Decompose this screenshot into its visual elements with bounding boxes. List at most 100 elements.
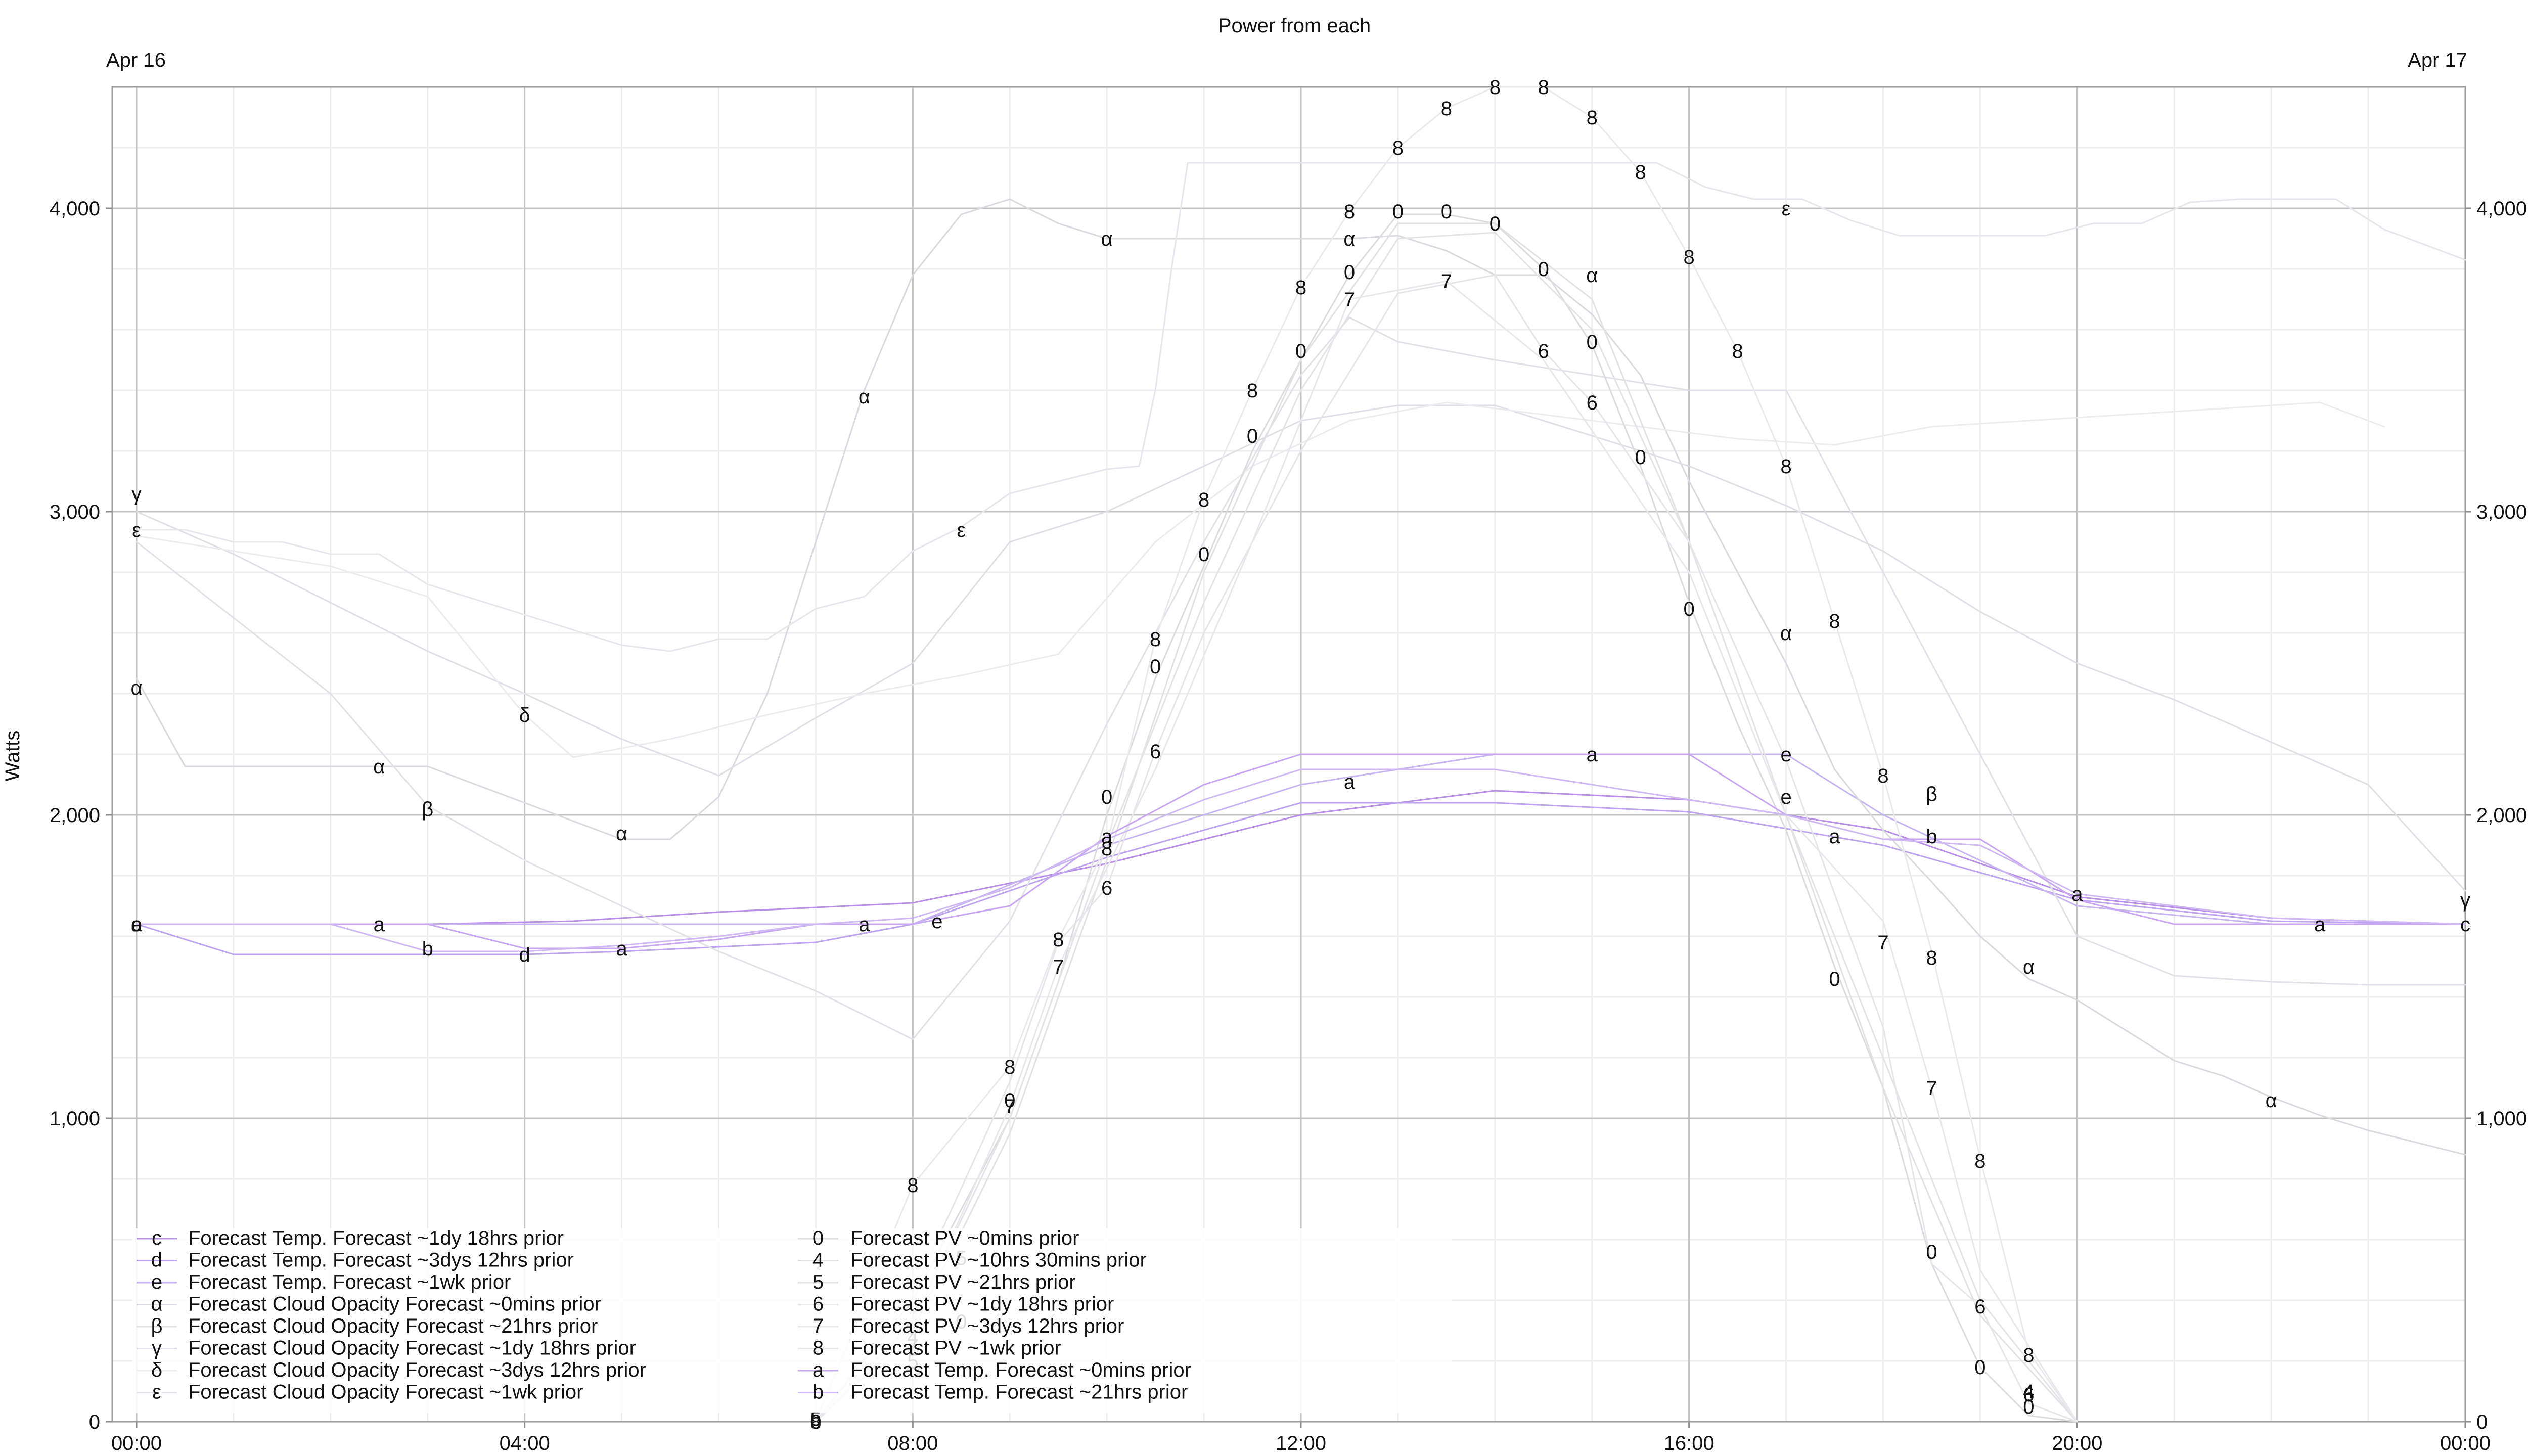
series-point-label: 0 [1247,425,1258,447]
right-y-tick-label: 4,000 [2476,198,2527,220]
left-y-tick-label: 1,000 [50,1108,100,1130]
series-line-14 [815,86,2078,1423]
legend-marker: e [151,1271,162,1293]
series-point-label: 8 [1247,380,1258,402]
legend-label: Forecast Cloud Opacity Forecast ~1dy 18h… [188,1337,636,1359]
legend: c Forecast Temp. Forecast ~1dy 18hrs prio… [132,1227,1452,1413]
series-line-15 [136,753,2466,949]
legend-marker: 5 [812,1271,824,1293]
series-point-label: 8 [1635,161,1646,184]
series-line-12 [815,274,2078,1423]
left-y-tick-label: 3,000 [50,501,100,523]
left-y-axis-title: Watts [2,731,24,782]
series-point-label: α [859,386,870,408]
legend-label: Forecast Cloud Opacity Forecast ~3dys 12… [188,1359,646,1381]
x-tick-label: 20:00 [2052,1432,2102,1454]
x-tick-label: 00:00 [111,1432,162,1454]
legend-label: Forecast PV ~10hrs 30mins prior [850,1249,1147,1271]
series-point-label: 0 [1295,340,1306,362]
series-point-label: 6 [1587,392,1598,414]
legend-label: Forecast PV ~1wk prior [850,1337,1061,1359]
legend-marker: ε [152,1381,161,1403]
series-point-label: 8 [1344,201,1355,223]
start-date-label: Apr 16 [106,49,166,71]
series-point-label: α [130,677,142,699]
series-point-label: c [131,914,142,936]
series-point-label: 6 [1101,877,1112,899]
series-line-13 [815,280,2078,1423]
legend-label: Forecast Temp. Forecast ~21hrs prior [850,1381,1188,1403]
series-point-label: 8 [1392,137,1404,159]
series-line-8 [136,162,2466,652]
legend-label: Forecast PV ~3dys 12hrs prior [850,1315,1124,1337]
series-point-label: 0 [1829,968,1840,990]
chart-title: Power from each [1218,15,1371,37]
series-point-label: 8 [1538,76,1549,99]
series-point-label: 0 [1926,1241,1937,1263]
legend-label: Forecast Cloud Opacity Forecast ~21hrs p… [188,1315,598,1337]
series-point-label: a [2314,914,2326,936]
series-point-label: δ [519,704,530,726]
series-point-label: 8 [810,1411,821,1433]
series-line-10 [815,222,2078,1423]
x-tick-label: 04:00 [500,1432,550,1454]
legend-label: Forecast PV ~21hrs prior [850,1271,1076,1293]
series-point-label: 0 [1101,786,1112,808]
grid-layer [112,87,2466,1423]
legend-label: Forecast Cloud Opacity Forecast ~0mins p… [188,1293,601,1315]
tick-layer: 00:00 04:00 08:00 12:00 16:00 20:00 00:000 01,0… [50,198,2527,1454]
series-point-label: 0 [1198,543,1209,566]
series-line-16 [136,768,2466,952]
series-point-label: 0 [1635,446,1646,469]
series-point-label: e [931,911,942,933]
legend-marker: 4 [812,1249,824,1271]
legend-marker: b [812,1381,824,1403]
series-point-label: α [616,823,627,845]
legend-marker: c [152,1227,162,1249]
series-point-label: 6 [1150,741,1161,763]
right-y-tick-label: 2,000 [2476,804,2527,827]
legend-marker: α [151,1293,162,1315]
legend-background [132,1228,1452,1413]
series-point-label: β [1926,783,1937,805]
series-point-label: e [1780,744,1791,766]
series-point-label: 0 [1004,1089,1015,1112]
series-point-label: β [422,798,433,821]
series-line-4 [136,198,2466,1156]
series-point-label: b [1926,826,1937,848]
series-point-label: α [1780,622,1792,645]
series-point-label: 6 [1974,1296,1985,1318]
series-point-label: γ [2460,889,2470,912]
left-y-tick-label: 4,000 [50,198,100,220]
series-point-label: 6 [1538,340,1549,362]
series-point-label: 7 [1004,1096,1015,1118]
series-point-label: 0 [1489,213,1501,235]
series-point-label: a [1829,826,1840,848]
legend-label: Forecast Temp. Forecast ~3dys 12hrs prio… [188,1249,574,1271]
series-point-label: a [131,914,143,936]
series-point-label: 8 [2023,1344,2034,1367]
series-point-label: 8 [1053,929,1064,951]
series-line-2 [136,802,2466,956]
series-point-label: 7 [1926,1077,1937,1100]
series-point-label: 8 [1732,340,1743,362]
series-point-label: 0 [1974,1356,1985,1379]
series-point-label: γ [131,483,142,505]
legend-label: Forecast Temp. Forecast ~1wk prior [188,1271,511,1293]
x-tick-label: 00:00 [2440,1432,2491,1454]
x-tick-label: 08:00 [887,1432,938,1454]
legend-marker: 6 [812,1293,824,1315]
series-lines [136,86,2466,1423]
series-point-label: 8 [907,1174,918,1197]
series-point-label: 0 [1150,656,1161,678]
series-point-label: 7 [1441,270,1452,293]
series-point-label: 7 [1344,289,1355,311]
series-point-label: 0 [2023,1396,2034,1418]
series-point-label: α [1343,228,1355,250]
series-line-7 [136,401,2385,758]
series-point-label: 7 [1053,956,1064,978]
series-point-label: 0 [1441,201,1452,223]
series-point-label: a [616,938,627,960]
series-line-11 [815,232,2078,1423]
